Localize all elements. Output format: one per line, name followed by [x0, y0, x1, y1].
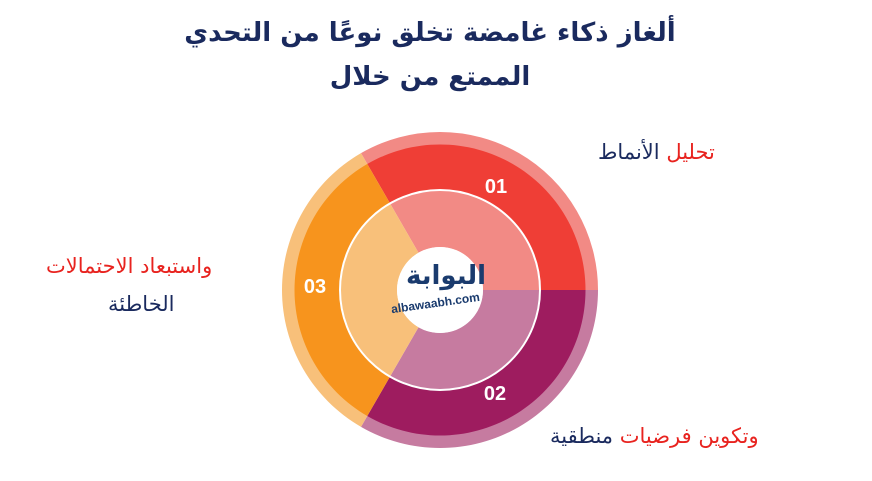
segment-02-inner-ring	[390, 290, 540, 390]
segment-number-01: 01	[485, 176, 507, 198]
segment-02-outer-ring	[361, 290, 598, 448]
segment-number-02: 02	[484, 383, 506, 405]
label-02-navy: منطقية	[550, 424, 614, 448]
title-line-1: ألغاز ذكاء غامضة تخلق نوعًا من التحدي	[184, 18, 676, 48]
segment-02-main-ring	[367, 290, 586, 436]
label-03-navy: الخاطئة	[108, 292, 175, 316]
segment-03-inner-ring	[340, 203, 419, 377]
segment-number-03: 03	[304, 276, 326, 298]
label-02: وتكوين فرضيات منطقية	[550, 424, 759, 448]
logo-circle	[397, 247, 483, 333]
label-02-red: وتكوين فرضيات	[619, 424, 759, 448]
segment-01-inner-ring	[390, 189, 540, 290]
segment-01-outer-ring	[361, 131, 598, 290]
logo-arabic: البوابة	[406, 261, 486, 291]
label-03-red: واستبعاد الاحتمالات	[46, 254, 213, 278]
segment-03-main-ring	[294, 163, 390, 417]
segment-01-main-ring	[367, 144, 586, 290]
inner-circle-border	[339, 189, 541, 391]
label-01-navy: الأنماط	[598, 140, 660, 164]
segment-03-outer-ring	[281, 153, 368, 427]
title-line-2: الممتع من خلال	[329, 62, 531, 92]
label-01-red: تحليل	[666, 140, 715, 164]
label-01: تحليل الأنماط	[598, 140, 715, 164]
